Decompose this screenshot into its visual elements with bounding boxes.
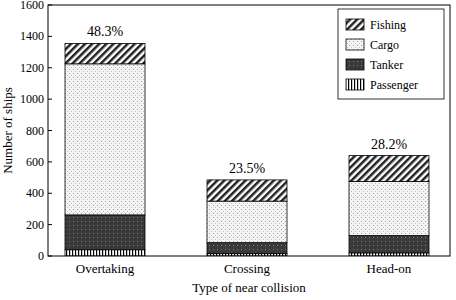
y-tick	[48, 36, 52, 37]
bar-segment	[349, 156, 429, 182]
y-tick-label: 600	[26, 155, 44, 169]
legend-label: Fishing	[370, 18, 406, 32]
x-tick-label: Head-on	[367, 261, 412, 276]
chart-container: 0 200 400 600 800 1000 1200 1400 1600 Overtaking C…	[0, 0, 456, 300]
bar-segment	[65, 43, 145, 63]
legend-label: Passenger	[370, 78, 418, 92]
y-tick	[48, 5, 52, 6]
x-axis-title: Type of near collision	[192, 280, 306, 295]
y-tick	[48, 130, 52, 131]
y-tick	[48, 99, 52, 100]
legend-label: Cargo	[370, 38, 399, 52]
y-tick-label: 0	[38, 249, 44, 263]
legend-swatch	[346, 19, 364, 30]
legend-box	[338, 9, 444, 99]
y-tick	[48, 224, 52, 225]
y-tick-label: 1400	[20, 29, 44, 43]
legend: Fishing Cargo Tanker Passenger	[338, 9, 444, 99]
y-tick	[48, 67, 52, 68]
bar-segment	[207, 243, 287, 254]
y-tick-label: 200	[26, 218, 44, 232]
y-tick	[48, 256, 52, 257]
legend-label: Tanker	[370, 58, 403, 72]
bar-segment	[207, 201, 287, 243]
y-tick-label: 1600	[20, 0, 44, 12]
y-tick	[48, 161, 52, 162]
bar-segment	[65, 64, 145, 215]
legend-swatch	[346, 39, 364, 50]
annotation: 23.5%	[229, 161, 266, 176]
y-tick	[48, 193, 52, 194]
annotation: 48.3%	[87, 24, 124, 39]
chart: 0 200 400 600 800 1000 1200 1400 1600 Overtaking C…	[0, 0, 456, 300]
y-axis-title: Number of ships	[0, 87, 15, 174]
x-tick-label: Overtaking	[76, 261, 135, 276]
bar-segment	[349, 181, 429, 235]
legend-swatch	[346, 59, 364, 70]
y-tick-label: 800	[26, 124, 44, 138]
legend-swatch	[346, 79, 364, 90]
bar-segment	[65, 250, 145, 256]
bar-segment	[65, 215, 145, 250]
bar-segment	[207, 180, 287, 201]
y-tick-label: 1000	[20, 92, 44, 106]
x-tick-label: Crossing	[224, 261, 271, 276]
y-tick-label: 400	[26, 186, 44, 200]
bar-segment	[349, 236, 429, 253]
annotation: 28.2%	[371, 137, 408, 152]
y-tick-label: 1200	[20, 61, 44, 75]
plot-frame	[48, 5, 450, 256]
